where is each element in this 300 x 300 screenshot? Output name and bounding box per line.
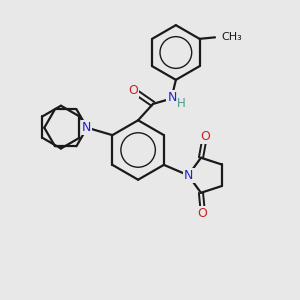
Text: N: N <box>167 92 177 104</box>
Text: CH₃: CH₃ <box>221 32 242 42</box>
Text: N: N <box>184 169 194 182</box>
Text: O: O <box>200 130 210 142</box>
Text: O: O <box>197 207 207 220</box>
Text: N: N <box>82 121 91 134</box>
Text: O: O <box>128 84 138 97</box>
Text: H: H <box>176 98 185 110</box>
